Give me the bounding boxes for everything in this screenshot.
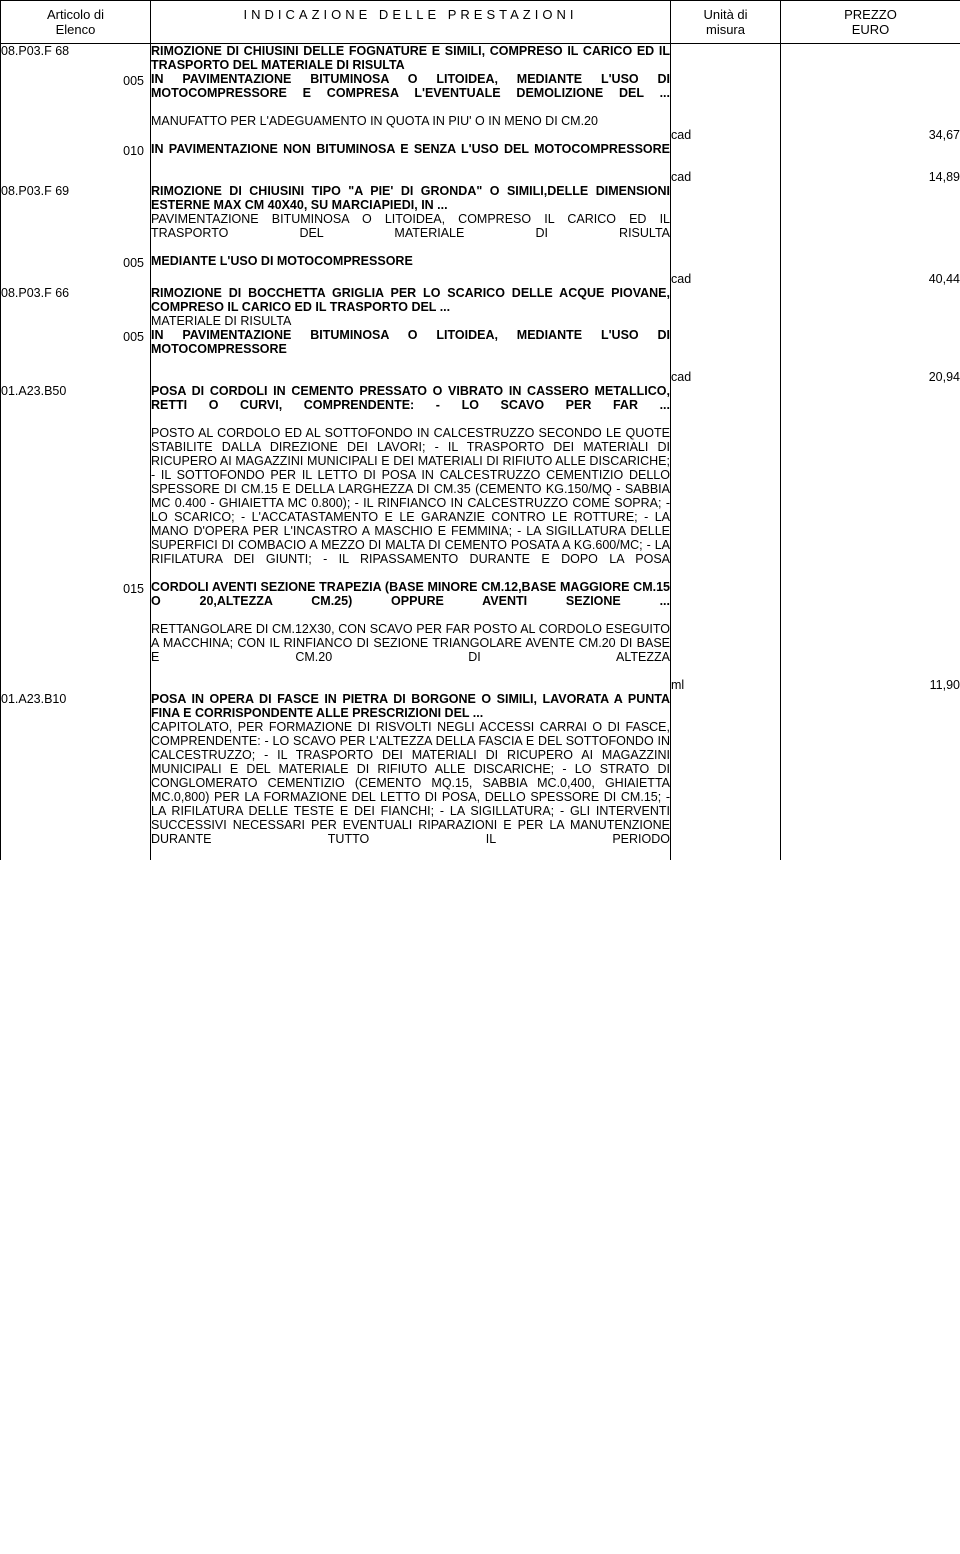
table-row: cad 14,89 (1, 170, 960, 184)
table-body: 08.P03.F 68RIMOZIONE DI CHIUSINI DELLE F… (1, 44, 960, 861)
item-title-detail: PAVIMENTAZIONE BITUMINOSA O LITOIDEA, CO… (151, 212, 670, 254)
header-description: INDICAZIONE DELLE PRESTAZIONI (151, 1, 671, 44)
item-title: RIMOZIONE DI CHIUSINI TIPO "A PIE' DI GR… (151, 184, 670, 212)
item-title: RIMOZIONE DI BOCCHETTA GRIGLIA PER LO SC… (151, 286, 670, 314)
table-row: cad 40,44 (1, 272, 960, 286)
unit-measure: cad (671, 128, 691, 142)
table-row: cad 34,67 (1, 128, 960, 142)
item-title-detail: MATERIALE DI RISULTA (151, 314, 670, 328)
article-code: 08.P03.F 66 (1, 286, 150, 300)
item-title: POSA DI CORDOLI IN CEMENTO PRESSATO O VI… (151, 384, 670, 426)
article-code: 01.A23.B50 (1, 384, 150, 398)
price-value: 20,94 (929, 370, 960, 384)
sub-title: CORDOLI AVENTI SEZIONE TRAPEZIA (BASE MI… (151, 580, 670, 622)
table-row: ml 11,90 (1, 678, 960, 692)
header-price: PREZZO EURO (781, 1, 960, 44)
sub-detail: MANUFATTO PER L'ADEGUAMENTO IN QUOTA IN … (151, 114, 670, 128)
table-row: 005MEDIANTE L'USO DI MOTOCOMPRESSORE (1, 254, 960, 272)
sub-title: IN PAVIMENTAZIONE NON BITUMINOSA E SENZA… (151, 142, 670, 170)
table-row: 010IN PAVIMENTAZIONE NON BITUMINOSA E SE… (1, 142, 960, 170)
unit-measure: cad (671, 272, 691, 286)
table-row: 01.A23.B50POSA DI CORDOLI IN CEMENTO PRE… (1, 384, 960, 580)
header-price-l1: PREZZO (844, 7, 897, 22)
price-value: 34,67 (929, 128, 960, 142)
header-article-l1: Articolo di (47, 7, 104, 22)
sub-title: IN PAVIMENTAZIONE BITUMINOSA O LITOIDEA,… (151, 72, 670, 114)
sub-code: 015 (1, 582, 150, 596)
article-code: 01.A23.B10 (1, 692, 150, 706)
item-title-detail: CAPITOLATO, PER FORMAZIONE DI RISVOLTI N… (151, 720, 670, 860)
price-value: 14,89 (929, 170, 960, 184)
header-unit-l2: misura (706, 22, 745, 37)
sub-title: MEDIANTE L'USO DI MOTOCOMPRESSORE (151, 254, 670, 268)
unit-measure: cad (671, 370, 691, 384)
article-code: 08.P03.F 68 (1, 44, 150, 58)
item-title-detail: POSTO AL CORDOLO ED AL SOTTOFONDO IN CAL… (151, 426, 670, 580)
sub-code: 005 (1, 256, 150, 270)
sub-code: 010 (1, 144, 150, 158)
sub-title: IN PAVIMENTAZIONE BITUMINOSA O LITOIDEA,… (151, 328, 670, 370)
header-price-l2: EURO (852, 22, 890, 37)
item-title: RIMOZIONE DI CHIUSINI DELLE FOGNATURE E … (151, 44, 670, 72)
table-row: cad 20,94 (1, 370, 960, 384)
price-value: 11,90 (930, 678, 960, 692)
unit-measure: ml (671, 678, 684, 692)
header-article-l2: Elenco (56, 22, 96, 37)
sub-code: 005 (1, 330, 150, 344)
header-row: Articolo di Elenco INDICAZIONE DELLE PRE… (1, 1, 960, 44)
table-row: 005IN PAVIMENTAZIONE BITUMINOSA O LITOID… (1, 72, 960, 128)
header-article: Articolo di Elenco (1, 1, 151, 44)
table-row: 08.P03.F 69RIMOZIONE DI CHIUSINI TIPO "A… (1, 184, 960, 254)
unit-measure: cad (671, 170, 691, 184)
article-code: 08.P03.F 69 (1, 184, 150, 198)
table-row: 005IN PAVIMENTAZIONE BITUMINOSA O LITOID… (1, 328, 960, 370)
price-value: 40,44 (929, 272, 960, 286)
table-row: 01.A23.B10POSA IN OPERA DI FASCE IN PIET… (1, 692, 960, 860)
item-title: POSA IN OPERA DI FASCE IN PIETRA DI BORG… (151, 692, 670, 720)
table-row: 08.P03.F 66RIMOZIONE DI BOCCHETTA GRIGLI… (1, 286, 960, 328)
header-unit-l1: Unità di (703, 7, 747, 22)
price-list-table: Articolo di Elenco INDICAZIONE DELLE PRE… (0, 0, 960, 860)
sub-code: 005 (1, 74, 150, 88)
table-row: 015CORDOLI AVENTI SEZIONE TRAPEZIA (BASE… (1, 580, 960, 678)
table-row: 08.P03.F 68RIMOZIONE DI CHIUSINI DELLE F… (1, 44, 960, 73)
sub-detail: RETTANGOLARE DI CM.12X30, CON SCAVO PER … (151, 622, 670, 678)
header-unit: Unità di misura (671, 1, 781, 44)
